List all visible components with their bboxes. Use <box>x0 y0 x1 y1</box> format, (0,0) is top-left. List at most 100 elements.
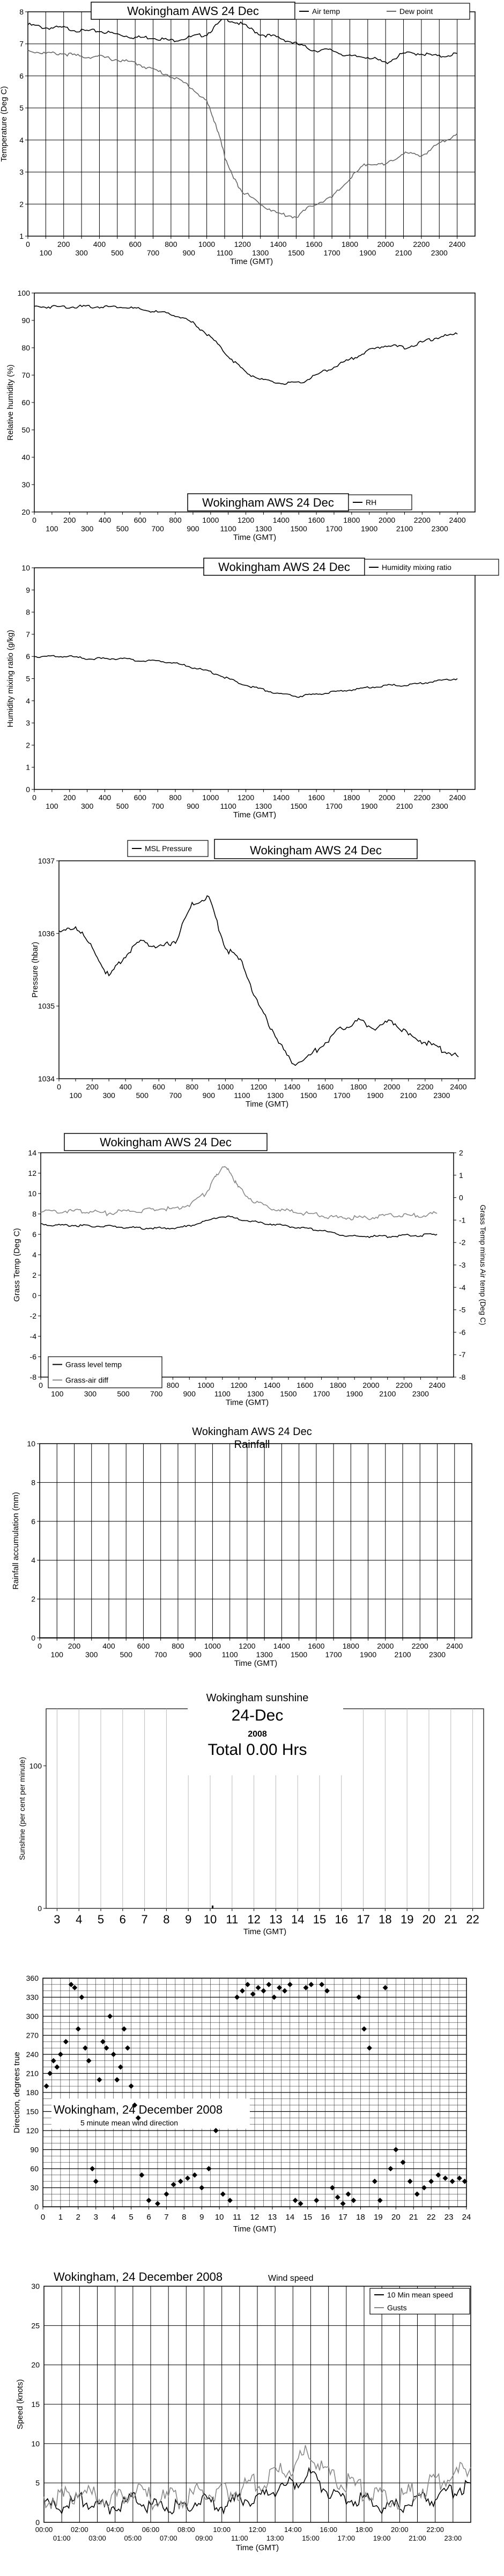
chart-title: Wokingham sunshine <box>206 1692 309 1704</box>
x-tick-label: 1000 <box>198 240 215 248</box>
x-tick-label: 500 <box>117 1389 130 1398</box>
x-tick-label: 1600 <box>308 516 325 524</box>
wind-direction-point <box>449 2178 455 2184</box>
x-tick-label: 23 <box>444 2213 454 2222</box>
y-tick-label: 6 <box>32 1230 36 1239</box>
y-tick-label: 0 <box>26 785 30 794</box>
x-axis-label: Time (GMT) <box>233 2224 276 2234</box>
wind-direction-point <box>335 2194 340 2200</box>
grass-temp-chart: -8-6-4-202468101214020040060080010001200… <box>0 1126 504 1420</box>
pressure-chart: 1034 1035 1036 1037 0 200 400 600 800 1000 1200 140… <box>0 832 504 1126</box>
x-tick-label: 700 <box>147 248 160 257</box>
x-tick-label: 00:00 <box>35 2526 53 2534</box>
rainfall-chart: 0 2 4 6 8 10 0 200 400 600 800 1000 1200 1400 1600 1800… <box>0 1420 504 1685</box>
y-tick-label: 7 <box>19 40 24 48</box>
x-tick-label: 2000 <box>383 1082 400 1091</box>
x-tick-label: 14 <box>291 1913 304 1926</box>
x-tick-label: 13:00 <box>266 2534 284 2542</box>
x-tick-label: 900 <box>187 524 199 533</box>
x-tick-label: 100 <box>46 802 58 810</box>
wind-direction-point <box>244 1981 250 1987</box>
wind-direction-point <box>68 1981 74 1987</box>
x-tick-label: 1800 <box>343 1642 359 1650</box>
x-tick-label: 1800 <box>342 240 358 248</box>
x-tick-label: 18 <box>356 2213 365 2222</box>
x-axis-label: Time (GMT) <box>234 1659 277 1668</box>
x-tick-label: 1200 <box>239 1642 255 1650</box>
x-tick-label: 2400 <box>446 1642 463 1650</box>
x-tick-label: 1700 <box>325 524 342 533</box>
x-tick-label: 9 <box>185 1913 191 1926</box>
x-tick-label: 12:00 <box>249 2526 266 2534</box>
x-tick-label: 1200 <box>250 1082 267 1091</box>
wind-direction-point <box>356 1994 362 2000</box>
y-tick-label: -2 <box>30 1312 37 1320</box>
y-tick-label: 360 <box>26 1974 39 1982</box>
title-box <box>203 558 365 576</box>
x-tick-label: 100 <box>46 524 58 533</box>
legend-label: MSL Pressure <box>145 844 192 853</box>
y2-tick-label: -7 <box>459 1350 466 1359</box>
chart-subtitle: Wind speed <box>268 2274 314 2283</box>
y2-tick-label: -3 <box>459 1261 466 1269</box>
y-tick-label: -4 <box>30 1332 37 1341</box>
x-tick-label: 100 <box>51 1389 64 1398</box>
x-tick-label: 1400 <box>270 240 286 248</box>
y-tick-label: 180 <box>26 2088 39 2097</box>
x-tick-label: 1500 <box>300 1091 317 1100</box>
x-tick-label: 1700 <box>325 1650 342 1659</box>
x-tick-label: 2400 <box>449 516 466 524</box>
x-tick-label: 17:00 <box>338 2534 355 2542</box>
x-tick-label: 2200 <box>417 1082 433 1091</box>
x-tick-label: 22:00 <box>426 2526 444 2534</box>
wind-direction-point <box>43 2083 49 2089</box>
x-tick-label: 8 <box>163 1913 169 1926</box>
x-tick-label: 20:00 <box>391 2526 409 2534</box>
x-tick-label: 1600 <box>297 1381 313 1389</box>
x-tick-label: 9 <box>199 2213 204 2222</box>
x-tick-label: 15:00 <box>302 2534 320 2542</box>
x-tick-label: 1400 <box>273 516 290 524</box>
x-tick-label: 17 <box>338 2213 347 2222</box>
y-tick-label: 90 <box>21 316 30 325</box>
wind-direction-point <box>154 2201 160 2207</box>
wind-direction-point <box>456 2175 462 2181</box>
wind-direction-point <box>255 1985 261 1990</box>
x-tick-label: 23:00 <box>444 2534 462 2542</box>
x-tick-label: 10 <box>215 2213 224 2222</box>
x-tick-label: 0 <box>41 2213 45 2222</box>
x-tick-label: 2400 <box>449 240 465 248</box>
x-tick-label: 400 <box>93 240 106 248</box>
x-tick-label: 400 <box>99 516 112 524</box>
x-tick-label: 14:00 <box>284 2526 302 2534</box>
y-tick-label: 25 <box>31 2321 40 2330</box>
x-tick-label: 1100 <box>220 524 236 533</box>
x-tick-label: 1300 <box>267 1091 284 1100</box>
legend-box <box>48 1356 162 1388</box>
x-tick-label: 900 <box>189 1650 202 1659</box>
y-tick-label: 70 <box>21 371 30 379</box>
y-tick-label: 4 <box>31 1556 35 1564</box>
x-tick-label: 11 <box>226 1913 238 1926</box>
x-tick-label: 1300 <box>256 1650 273 1659</box>
x-tick-label: 900 <box>183 248 196 257</box>
wind-direction-point <box>266 1981 272 1987</box>
x-tick-label: 6 <box>120 1913 126 1926</box>
y-tick-label: 1037 <box>38 857 55 865</box>
x-tick-label: 22 <box>466 1913 479 1926</box>
y-tick-label: 4 <box>26 697 30 705</box>
y-tick-label: 4 <box>19 136 24 144</box>
y-axis-label: Direction, degrees true <box>12 2052 21 2133</box>
x-tick-label: 1400 <box>284 1082 300 1091</box>
wind-direction-point <box>324 1988 330 1994</box>
x-tick-label: 24 <box>462 2213 471 2222</box>
y-tick-label: 12 <box>28 1169 36 1177</box>
x-tick-label: 04:00 <box>106 2526 124 2534</box>
x-tick-label: 2100 <box>396 524 413 533</box>
x-tick-label: 1100 <box>217 248 233 257</box>
x-tick-label: 8 <box>182 2213 186 2222</box>
x-tick-label: 7 <box>164 2213 168 2222</box>
